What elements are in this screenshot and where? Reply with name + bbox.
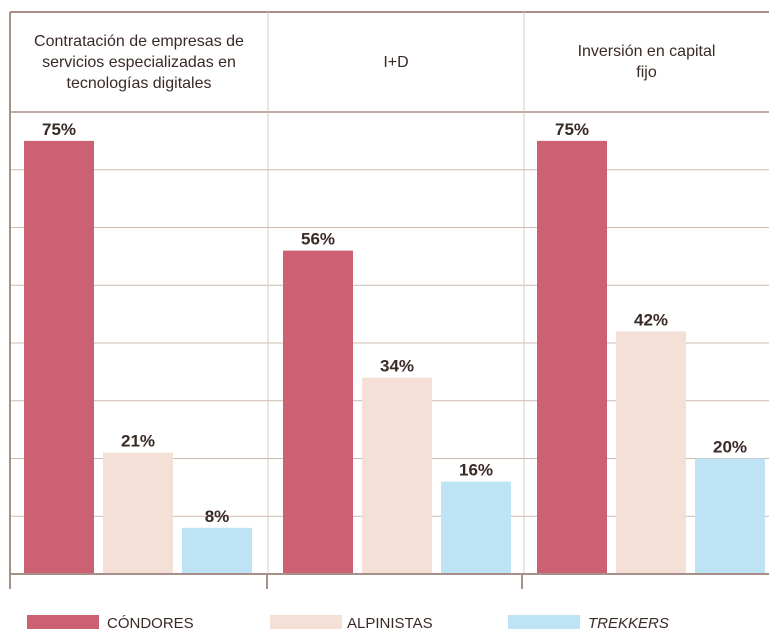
bar: [695, 458, 765, 574]
panel-header-text: I+D: [383, 53, 409, 71]
panel-header-text: Inversión en capital fijo: [577, 43, 716, 81]
data-label: 20%: [713, 438, 747, 457]
legend-swatch: [27, 615, 99, 629]
bar: [103, 452, 173, 574]
data-label: 75%: [555, 120, 589, 139]
bar: [362, 377, 432, 574]
bar: [441, 481, 511, 574]
panel-header: Inversión en capital fijo: [524, 12, 769, 112]
panel-header-text: Contratación de empresas de servicios es…: [34, 32, 244, 92]
data-label: 34%: [380, 357, 414, 376]
legend-swatch: [270, 615, 342, 629]
bar: [182, 527, 252, 574]
bar: [24, 140, 94, 574]
data-label: 75%: [42, 120, 76, 139]
bar: [283, 250, 353, 574]
legend-label: TREKKERS: [588, 615, 669, 629]
panel-header: I+D: [268, 12, 524, 112]
data-label: 42%: [634, 310, 668, 329]
legend-label: CÓNDORES: [107, 615, 194, 629]
panel-header: Contratación de empresas de servicios es…: [10, 12, 268, 112]
legend-swatch: [508, 615, 580, 629]
bar: [616, 331, 686, 574]
data-label: 21%: [121, 432, 155, 451]
legend-label: ALPINISTAS: [347, 615, 433, 629]
bar: [537, 140, 607, 574]
data-label: 16%: [459, 461, 493, 480]
data-label: 8%: [205, 507, 230, 526]
data-label: 56%: [301, 230, 335, 249]
